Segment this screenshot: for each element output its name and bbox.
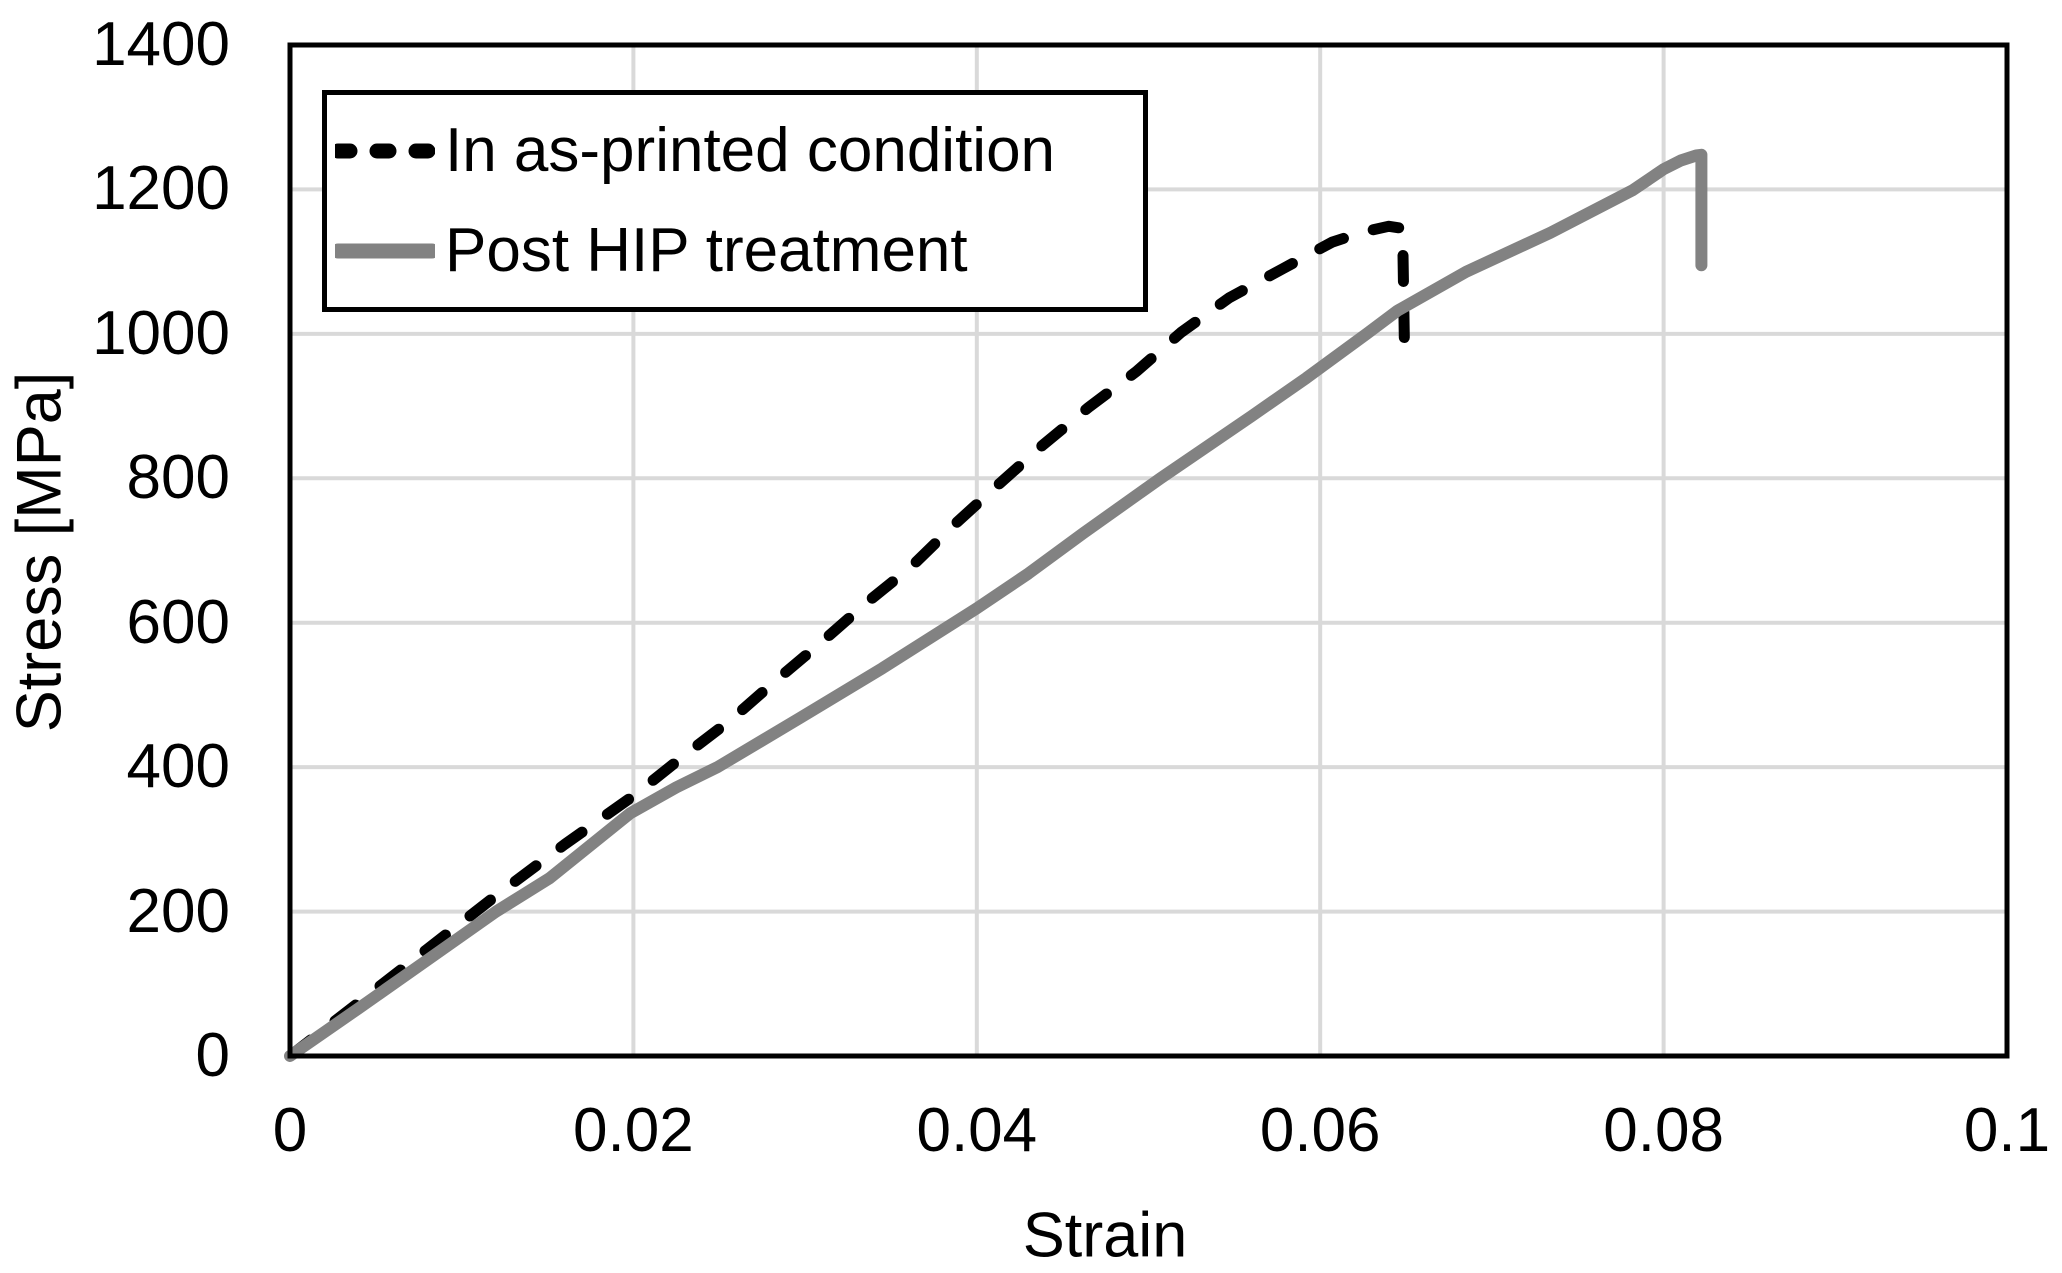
series-line-0 <box>284 220 1410 1062</box>
y-axis-title: Stress [MPa] <box>4 371 75 733</box>
y-tick-label: 400 <box>126 732 230 802</box>
x-tick-label: 0.08 <box>1603 1096 1724 1165</box>
x-tick-label: 0 <box>272 1096 308 1165</box>
legend-item-post-hip: Post HIP treatment <box>327 220 1143 282</box>
x-tick-label: 0.06 <box>1259 1096 1381 1165</box>
legend: In as-printed condition Post HIP treatme… <box>322 90 1148 312</box>
y-tick-label: 800 <box>126 443 230 513</box>
legend-label-as-printed: In as-printed condition <box>445 116 1056 185</box>
x-axis-title: Strain <box>1022 1200 1188 1271</box>
legend-item-as-printed: In as-printed condition <box>327 120 1143 182</box>
solid-line-sample <box>335 243 435 259</box>
plot-border <box>287 42 2010 1059</box>
dashed-line-sample <box>335 143 435 159</box>
y-tick-label: 1200 <box>92 154 230 224</box>
x-tick-label: 0.04 <box>916 1096 1038 1165</box>
x-tick-label: 0.1 <box>1963 1096 2051 1165</box>
y-tick-label: 200 <box>126 876 230 946</box>
y-tick-label: 600 <box>126 587 230 657</box>
x-tick-label: 0.02 <box>573 1096 694 1165</box>
y-tick-label: 1000 <box>92 298 230 368</box>
legend-label-post-hip: Post HIP treatment <box>445 216 968 285</box>
series-line-1 <box>284 148 1708 1062</box>
y-tick-label: 1400 <box>92 10 230 79</box>
y-tick-label: 0 <box>195 1021 230 1090</box>
